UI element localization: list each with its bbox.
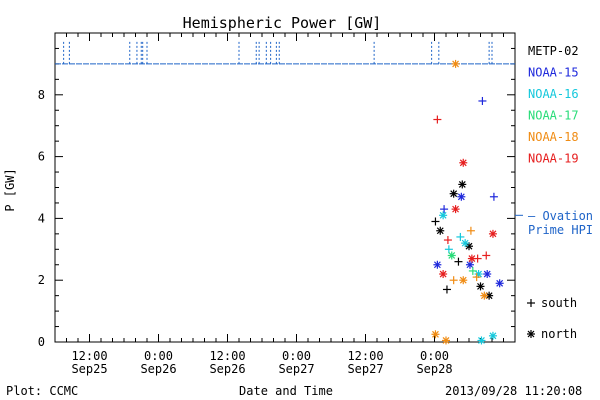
noaa-16-north-marker xyxy=(461,239,470,248)
x-tick-label-date: Sep26 xyxy=(140,362,176,376)
x-tick-label-date: Sep27 xyxy=(347,362,383,376)
y-tick-label: 4 xyxy=(38,211,45,225)
noaa-17-south-marker xyxy=(468,266,477,275)
noaa-16-north-marker xyxy=(439,211,448,220)
noaa-16-south-marker xyxy=(456,232,465,241)
x-tick-label-date: Sep26 xyxy=(209,362,245,376)
noaa-16-north-marker xyxy=(477,336,486,345)
legend-noaa-15: NOAA-15 xyxy=(528,66,579,80)
metp-02-north-marker xyxy=(458,180,467,189)
noaa-15-north-marker xyxy=(433,260,442,269)
noaa-19-south-marker xyxy=(482,251,491,260)
data-markers xyxy=(431,59,504,345)
noaa-19-north-marker xyxy=(488,229,497,238)
x-tick-label-time: 0:00 xyxy=(282,349,311,363)
noaa-16-north-marker xyxy=(488,331,497,340)
y-tick-label: 6 xyxy=(38,150,45,164)
noaa-19-south-marker xyxy=(443,236,452,245)
noaa-18-north-marker xyxy=(431,330,440,339)
legend-noaa-19: NOAA-19 xyxy=(528,152,579,166)
y-tick-label: 8 xyxy=(38,88,45,102)
noaa-16-south-marker xyxy=(444,245,453,254)
noaa-15-north-marker xyxy=(495,279,504,288)
noaa-15-south-marker xyxy=(478,96,487,105)
x-tick-label-time: 12:00 xyxy=(209,349,245,363)
noaa-18-north-marker xyxy=(451,59,460,68)
ovation-label-line1: — Ovation xyxy=(528,209,593,223)
noaa-17-north-marker xyxy=(447,251,456,260)
plot-axes: 0246812:00Sep250:00Sep2612:00Sep260:00Se… xyxy=(38,32,516,376)
metp-02-south-marker xyxy=(442,285,451,294)
legend-south-label: south xyxy=(541,296,577,310)
noaa-18-north-marker xyxy=(459,276,468,285)
x-tick-label-date: Sep25 xyxy=(71,362,107,376)
chart-title: Hemispheric Power [GW] xyxy=(183,14,382,32)
noaa-18-south-marker xyxy=(449,276,458,285)
plot-timestamp: 2013/09/28 11:20:08 xyxy=(445,384,582,398)
legend-noaa-18: NOAA-18 xyxy=(528,130,579,144)
hemisphere-legend: south north xyxy=(527,296,577,341)
metp-02-south-marker xyxy=(454,257,463,266)
legend-metp-02: METP-02 xyxy=(528,44,579,58)
ovation-series xyxy=(55,40,523,216)
noaa-19-north-marker xyxy=(459,158,468,167)
noaa-18-south-marker xyxy=(472,273,481,282)
noaa-18-north-marker xyxy=(480,291,489,300)
ovation-label-line2: Prime HPI xyxy=(528,223,593,237)
noaa-19-south-marker xyxy=(473,254,482,263)
metp-02-north-marker xyxy=(476,282,485,291)
y-tick-label: 2 xyxy=(38,273,45,287)
x-tick-label-date: Sep27 xyxy=(278,362,314,376)
noaa-15-north-marker xyxy=(483,270,492,279)
legend-south-symbol xyxy=(527,299,535,307)
noaa-15-south-marker xyxy=(489,192,498,201)
noaa-19-north-marker xyxy=(451,205,460,214)
series-legend: METP-02 NOAA-15 NOAA-16 NOAA-17 NOAA-18 NOAA-… xyxy=(528,44,579,166)
legend-north-symbol xyxy=(527,330,535,338)
y-tick-label: 0 xyxy=(38,335,45,349)
x-tick-label-date: Sep28 xyxy=(416,362,452,376)
x-axis-label: Date and Time xyxy=(239,384,333,398)
x-tick-label-time: 12:00 xyxy=(71,349,107,363)
legend-noaa-16: NOAA-16 xyxy=(528,87,579,101)
y-axis-label: P [GW] xyxy=(3,168,17,211)
x-tick-label-time: 0:00 xyxy=(420,349,449,363)
noaa-18-south-marker xyxy=(466,226,475,235)
noaa-15-north-marker xyxy=(457,192,466,201)
plot-frame xyxy=(54,32,516,343)
noaa-15-north-marker xyxy=(465,260,474,269)
legend-north-label: north xyxy=(541,327,577,341)
metp-02-north-marker xyxy=(449,189,458,198)
x-tick-label-time: 0:00 xyxy=(144,349,173,363)
metp-02-south-marker xyxy=(431,217,440,226)
plot-credit: Plot: CCMC xyxy=(6,384,78,398)
noaa-15-south-marker xyxy=(440,205,449,214)
legend-noaa-17: NOAA-17 xyxy=(528,109,579,123)
x-tick-label-time: 12:00 xyxy=(347,349,383,363)
metp-02-north-marker xyxy=(436,226,445,235)
noaa-18-north-marker xyxy=(442,336,450,345)
noaa-19-north-marker xyxy=(439,270,448,279)
noaa-19-south-marker xyxy=(433,115,442,124)
